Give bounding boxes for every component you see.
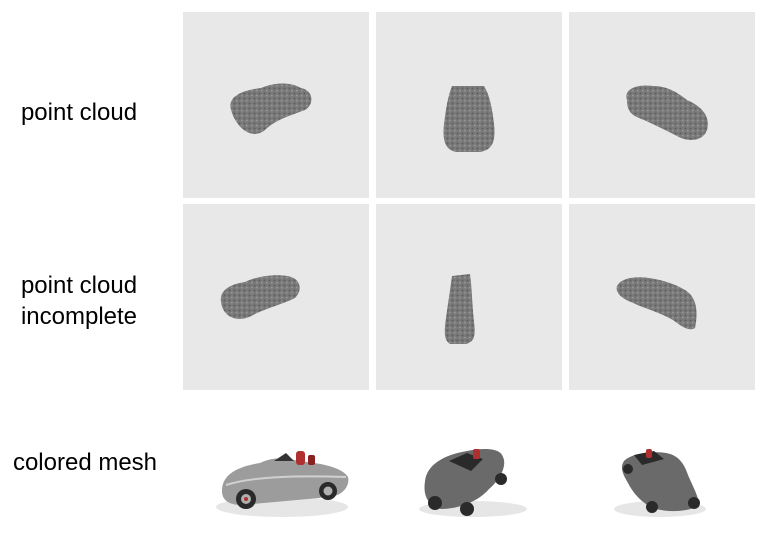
- point-cloud-image: [443, 86, 495, 152]
- row-label-line: colored mesh: [12, 449, 158, 476]
- point-cloud-image: [220, 275, 300, 319]
- row-label-point-cloud: point cloud: [10, 97, 148, 128]
- point-cloud-image: [616, 277, 697, 330]
- colored-mesh-view-side-left: [190, 405, 376, 535]
- point-cloud-image: [230, 83, 312, 134]
- row-label-point-cloud-incomplete: point cloud incomplete: [10, 270, 148, 332]
- incomplete-point-cloud-panel-side-left: [183, 204, 369, 390]
- point-cloud-panel-side-right: [569, 12, 755, 198]
- colored-mesh-image: [614, 449, 706, 517]
- point-cloud-panel-rear: [376, 12, 562, 198]
- colored-mesh-view-rear: [383, 405, 569, 535]
- row-label-colored-mesh: colored mesh: [0, 447, 170, 478]
- row-label-line: point cloud: [20, 272, 138, 299]
- row-label-line: point cloud: [20, 99, 138, 126]
- incomplete-point-cloud-panel-side-right: [569, 204, 755, 390]
- incomplete-point-cloud-panel-rear: [376, 204, 562, 390]
- colored-mesh-view-side-right: [576, 405, 760, 535]
- row-label-line: incomplete: [20, 303, 138, 330]
- point-cloud-image: [444, 274, 475, 344]
- colored-mesh-image: [216, 451, 349, 517]
- point-cloud-panel-side-left: [183, 12, 369, 198]
- colored-mesh-image: [419, 449, 527, 517]
- point-cloud-image: [626, 85, 708, 140]
